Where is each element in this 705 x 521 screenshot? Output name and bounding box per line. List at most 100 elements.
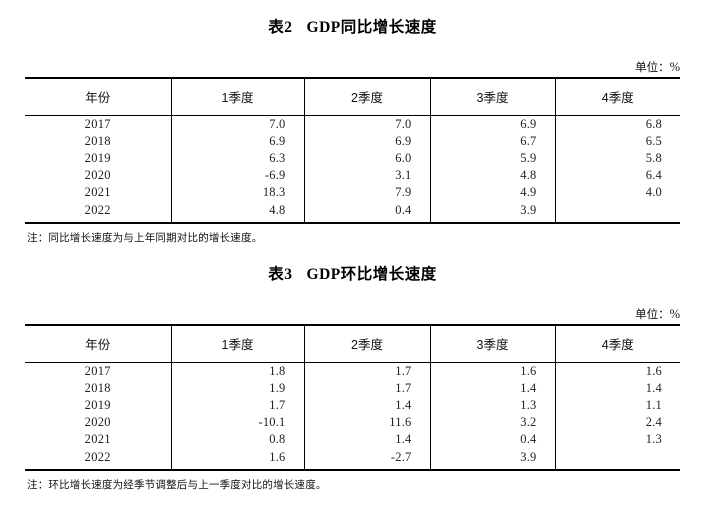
table-row: 2020 -6.9 3.1 4.8 6.4	[25, 167, 680, 184]
table-header-row: 年份 1季度 2季度 3季度 4季度	[25, 77, 680, 116]
cell-q3: 1.3	[429, 397, 555, 414]
cell-q4: 4.0	[554, 184, 680, 201]
cell-q4: 6.8	[554, 115, 680, 133]
cell-q2: 7.0	[303, 115, 430, 133]
column-header-q4: 4季度	[554, 324, 680, 363]
table-wrap-2: 年份 1季度 2季度 3季度 4季度 2017 7.0 7.0 6.9 6.8	[0, 77, 705, 224]
column-header-q1: 1季度	[170, 77, 304, 116]
table-header-row: 年份 1季度 2季度 3季度 4季度	[25, 324, 680, 363]
cell-q1: 6.9	[170, 133, 304, 150]
cell-q4: 6.5	[554, 133, 680, 150]
cell-q4	[554, 448, 680, 471]
table-row: 2019 1.7 1.4 1.3 1.1	[25, 397, 680, 414]
cell-q1: 18.3	[170, 184, 304, 201]
cell-q4: 1.6	[554, 362, 680, 380]
cell-year: 2022	[25, 201, 171, 224]
table-body-2: 2017 7.0 7.0 6.9 6.8 2018 6.9 6.9 6.7 6.…	[25, 115, 680, 224]
cell-q3: 4.8	[429, 167, 555, 184]
table-header-2: 年份 1季度 2季度 3季度 4季度	[25, 77, 680, 116]
table-label-2: 表2	[268, 19, 293, 36]
cell-q4: 5.8	[554, 150, 680, 167]
table-row: 2018 6.9 6.9 6.7 6.5	[25, 133, 680, 150]
column-header-q2: 2季度	[303, 77, 430, 116]
cell-year: 2019	[84, 398, 111, 412]
cell-q4: 1.4	[554, 380, 680, 397]
cell-q3: 1.4	[429, 380, 555, 397]
cell-q2: 6.9	[303, 133, 430, 150]
table-block-gdp-qoq: 表3 GDP环比增长速度 单位：% 年份 1季度 2季度 3季度 4季度	[0, 245, 705, 492]
unit-label-3: 单位：	[635, 309, 670, 321]
cell-year: 2021	[84, 432, 111, 446]
table-row: 2022 4.8 0.4 3.9	[25, 201, 680, 224]
table-row: 2021 0.8 1.4 0.4 1.3	[25, 431, 680, 448]
cell-q2: 6.0	[303, 150, 430, 167]
table-note-2: 注：同比增长速度为与上年同期对比的增长速度。	[27, 232, 263, 244]
cell-year: 2017	[84, 364, 111, 378]
unit-line-2: 单位：%	[0, 60, 705, 77]
table-heading-2: GDP同比增长速度	[306, 19, 437, 36]
column-header-q3: 3季度	[429, 77, 555, 116]
column-header-year: 年份	[25, 324, 171, 363]
cell-q3: 6.7	[429, 133, 555, 150]
cell-q2: 1.7	[303, 362, 430, 380]
cell-q3: 3.2	[429, 414, 555, 431]
cell-year: 2019	[84, 151, 111, 165]
table-row: 2021 18.3 7.9 4.9 4.0	[25, 184, 680, 201]
stat-table-gdp-yoy: 年份 1季度 2季度 3季度 4季度 2017 7.0 7.0 6.9 6.8	[25, 77, 680, 224]
column-header-q3: 3季度	[429, 324, 555, 363]
cell-year: 2018	[84, 381, 111, 395]
cell-q1: 6.3	[170, 150, 304, 167]
cell-year: 2018	[84, 134, 111, 148]
column-header-year: 年份	[25, 77, 171, 116]
cell-q3: 4.9	[429, 184, 555, 201]
cell-year: 2020	[84, 168, 111, 182]
table-body-3: 2017 1.8 1.7 1.6 1.6 2018 1.9 1.7 1.4 1.…	[25, 362, 680, 471]
cell-q1: 0.8	[170, 431, 304, 448]
unit-symbol-3: %	[669, 307, 680, 321]
cell-q4: 2.4	[554, 414, 680, 431]
unit-line-3: 单位：%	[0, 307, 705, 324]
cell-q3: 3.9	[429, 201, 555, 224]
cell-q2: 0.4	[303, 201, 430, 224]
cell-q2: 7.9	[303, 184, 430, 201]
table-row: 2019 6.3 6.0 5.9 5.8	[25, 150, 680, 167]
cell-q4: 1.3	[554, 431, 680, 448]
column-header-q2: 2季度	[303, 324, 430, 363]
cell-q1: 1.8	[170, 362, 304, 380]
cell-q1: 1.7	[170, 397, 304, 414]
cell-q3: 6.9	[429, 115, 555, 133]
cell-year: 2017	[84, 117, 111, 131]
cell-q2: 1.4	[303, 431, 430, 448]
stat-table-gdp-qoq: 年份 1季度 2季度 3季度 4季度 2017 1.8 1.7 1.6 1.6	[25, 324, 680, 471]
cell-q3: 1.6	[429, 362, 555, 380]
cell-q4: 6.4	[554, 167, 680, 184]
unit-label-2: 单位：	[635, 62, 670, 74]
cell-year: 2022	[25, 448, 171, 471]
table-row: 2022 1.6 -2.7 3.9	[25, 448, 680, 471]
table-heading-3: GDP环比增长速度	[306, 266, 437, 283]
cell-q2: 11.6	[303, 414, 430, 431]
table-header-3: 年份 1季度 2季度 3季度 4季度	[25, 324, 680, 363]
cell-year: 2020	[84, 415, 111, 429]
cell-q2: 1.7	[303, 380, 430, 397]
cell-q1: 1.9	[170, 380, 304, 397]
cell-q4: 1.1	[554, 397, 680, 414]
cell-q3: 3.9	[429, 448, 555, 471]
table-block-gdp-yoy: 表2 GDP同比增长速度 单位：% 年份 1季度 2季度 3季度 4季度	[0, 0, 705, 245]
column-header-q1: 1季度	[170, 324, 304, 363]
cell-q1: 1.6	[170, 448, 304, 471]
cell-q1: -10.1	[170, 414, 304, 431]
cell-year: 2021	[84, 185, 111, 199]
table-row: 2018 1.9 1.7 1.4 1.4	[25, 380, 680, 397]
table-note-3: 注：环比增长速度为经季节调整后与上一季度对比的增长速度。	[27, 479, 327, 491]
cell-q3: 5.9	[429, 150, 555, 167]
cell-q2: 1.4	[303, 397, 430, 414]
table-row: 2020 -10.1 11.6 3.2 2.4	[25, 414, 680, 431]
table-row: 2017 1.8 1.7 1.6 1.6	[25, 362, 680, 380]
table-wrap-3: 年份 1季度 2季度 3季度 4季度 2017 1.8 1.7 1.6 1.6	[0, 324, 705, 471]
cell-q3: 0.4	[429, 431, 555, 448]
table-title-3: 表3 GDP环比增长速度	[0, 259, 705, 285]
cell-q4	[554, 201, 680, 224]
table-label-3: 表3	[268, 266, 293, 283]
